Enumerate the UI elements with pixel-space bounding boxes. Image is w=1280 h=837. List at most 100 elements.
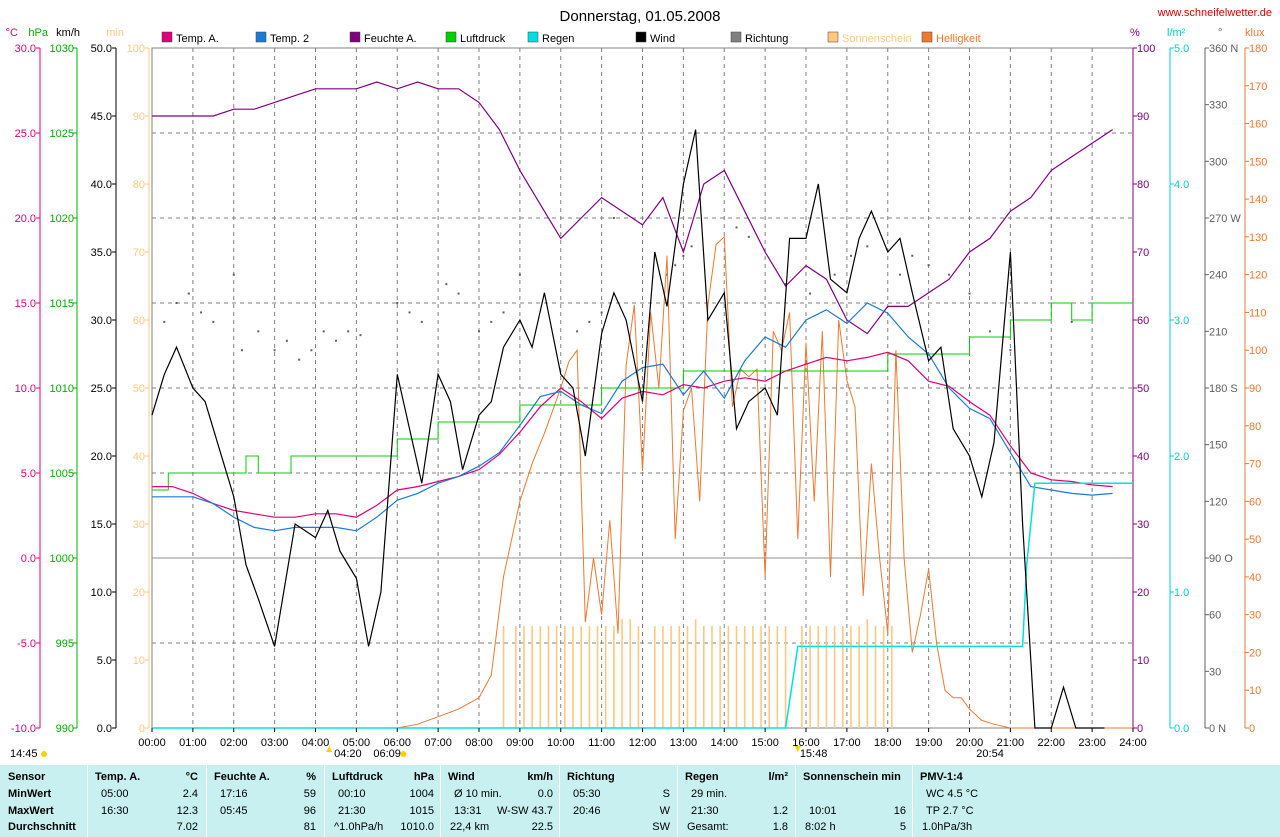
axis-tick-label-temp: 10.0: [15, 383, 36, 395]
stat-avg-value: 7.02: [176, 821, 198, 833]
stat-header: Richtung: [567, 771, 615, 783]
x-tick-label: 19:00: [915, 737, 943, 749]
direction-point: [359, 334, 362, 337]
direction-point: [612, 217, 615, 219]
direction-point: [518, 273, 521, 276]
axis-unit-temp: °C: [6, 27, 18, 39]
direction-point: [682, 254, 685, 257]
axis-tick-label-pressure: 1000: [50, 553, 74, 565]
axis-tick-label-dir: 240: [1209, 270, 1227, 282]
stat-min-time: Ø 10 min.: [454, 788, 502, 800]
axis-tick-label-pressure: 1010: [50, 383, 74, 395]
stat-max-value: W-SW 43.7: [496, 805, 553, 817]
direction-point: [1009, 349, 1012, 352]
axis-unit-humidity: %: [1130, 27, 1140, 39]
x-tick-label: 08:00: [465, 737, 493, 749]
direction-point: [396, 302, 399, 304]
axis-tick-label-wind: 10.0: [91, 587, 112, 599]
stat-min-time: 00:10: [338, 788, 366, 800]
axis-tick-label-light: 80: [1249, 421, 1261, 433]
site-link[interactable]: www.schneifelwetter.de: [1157, 7, 1272, 19]
chart-grid: [152, 48, 1133, 728]
x-tick-label: 14:00: [710, 737, 738, 749]
axis-tick-label-light: 130: [1249, 232, 1267, 244]
axis-tick-label-pressure: 1020: [50, 213, 74, 225]
axis-tick-label-wind: 35.0: [91, 247, 112, 259]
stat-avg-label: Gesamt:: [687, 821, 729, 833]
legend-label: Richtung: [745, 33, 788, 45]
x-tick-label: 07:00: [424, 737, 452, 749]
direction-point: [457, 292, 460, 295]
series-luftdruck: [152, 302, 1133, 491]
axis-tick-label-light: 10: [1249, 685, 1261, 697]
stat-max-time: 05:45: [220, 805, 248, 817]
sunset-marker: [794, 746, 801, 752]
chart-legend: Temp. A. Temp. 2 Feuchte A. Luftdruck Regen W…: [161, 31, 981, 45]
stat-avg-label: 22,4 km: [450, 821, 490, 833]
stat-min-time: 29 min.: [691, 788, 728, 800]
axis-tick-label-humidity: 10: [1137, 655, 1149, 667]
series-sonnenschein: [502, 619, 893, 728]
direction-point: [200, 311, 203, 314]
x-tick-label: 04:00: [302, 737, 330, 749]
axis-tick-label-wind: 30.0: [91, 315, 112, 327]
direction-point: [445, 283, 448, 286]
axis-unit-dir: °: [1218, 27, 1222, 39]
direction-point: [175, 302, 178, 304]
chart-title: Donnerstag, 01.05.2008: [560, 8, 721, 25]
stat-max-value: 12.3: [176, 805, 198, 817]
stat-min-time: WC 4.5 °C: [926, 788, 979, 800]
axis-tick-label-temp: 15.0: [15, 298, 36, 310]
axis-tick-label-light: 50: [1249, 534, 1261, 546]
axis-tick-label-dir: 90 O: [1209, 553, 1233, 565]
axis-unit-pressure: hPa: [28, 27, 48, 39]
stat-avg-value: 1010.0: [400, 821, 434, 833]
axis-tick-label-dir: 270 W: [1209, 213, 1241, 225]
stat-unit: l/m²: [768, 771, 788, 783]
axis-tick-label-humidity: 100: [1137, 43, 1155, 55]
legend-label: Helligkeit: [936, 33, 981, 45]
stat-header: Sonnenschein min: [803, 771, 901, 783]
axis-tick-label-light: 180: [1249, 43, 1267, 55]
direction-point: [576, 330, 579, 333]
column-divider: [559, 765, 560, 837]
sun-dot: [400, 751, 407, 757]
axis-tick-label-dir: 360 N: [1209, 43, 1238, 55]
axis-tick-label-light: 110: [1249, 307, 1267, 319]
stat-header: Feuchte A.: [214, 771, 270, 783]
direction-point: [911, 254, 914, 257]
axis-tick-label-humidity: 40: [1137, 451, 1149, 463]
axis-tick-label-rain: 1.0: [1174, 587, 1189, 599]
direction-point: [735, 226, 738, 229]
direction-point: [1070, 320, 1073, 323]
x-tick-label: 06:00: [383, 737, 411, 749]
axis-tick-label-wind: 40.0: [91, 179, 112, 191]
direction-point: [988, 330, 991, 333]
axis-tick-label-dir: 210: [1209, 326, 1227, 338]
stat-avg-value: 81: [303, 821, 316, 833]
axis-tick-label-light: 20: [1249, 647, 1261, 659]
x-tick-label: 00:00: [138, 737, 166, 749]
direction-point: [968, 292, 971, 295]
sunset-label-a: 15:48: [800, 748, 828, 760]
axis-tick-label-light: 160: [1249, 119, 1267, 131]
row-label: MaxWert: [8, 805, 54, 817]
stat-min-value: 2.4: [182, 788, 198, 800]
axis-tick-label-pressure: 995: [56, 638, 74, 650]
axis-unit-light: klux: [1245, 27, 1265, 39]
row-label: Sensor: [8, 771, 46, 783]
x-tick-label: 05:00: [343, 737, 371, 749]
axis-tick-label-light: 70: [1249, 459, 1261, 471]
axis-tick-label-sun: 100: [127, 43, 145, 55]
direction-point: [298, 358, 301, 361]
stat-unit: hPa: [413, 771, 434, 783]
stat-min-time: 17:16: [220, 788, 248, 800]
x-axis: 00:00 01:00 02:00 03:00 04:00 05:00 06:00 07:00…: [10, 728, 1147, 760]
x-tick-label: 23:00: [1078, 737, 1106, 749]
axis-tick-label-humidity: 90: [1137, 111, 1149, 123]
direction-point: [600, 311, 603, 314]
axis-tick-label-dir: 60: [1209, 610, 1221, 622]
series-richtung: [163, 217, 1073, 361]
column-divider: [677, 765, 678, 837]
x-tick-label: 20:00: [956, 737, 984, 749]
